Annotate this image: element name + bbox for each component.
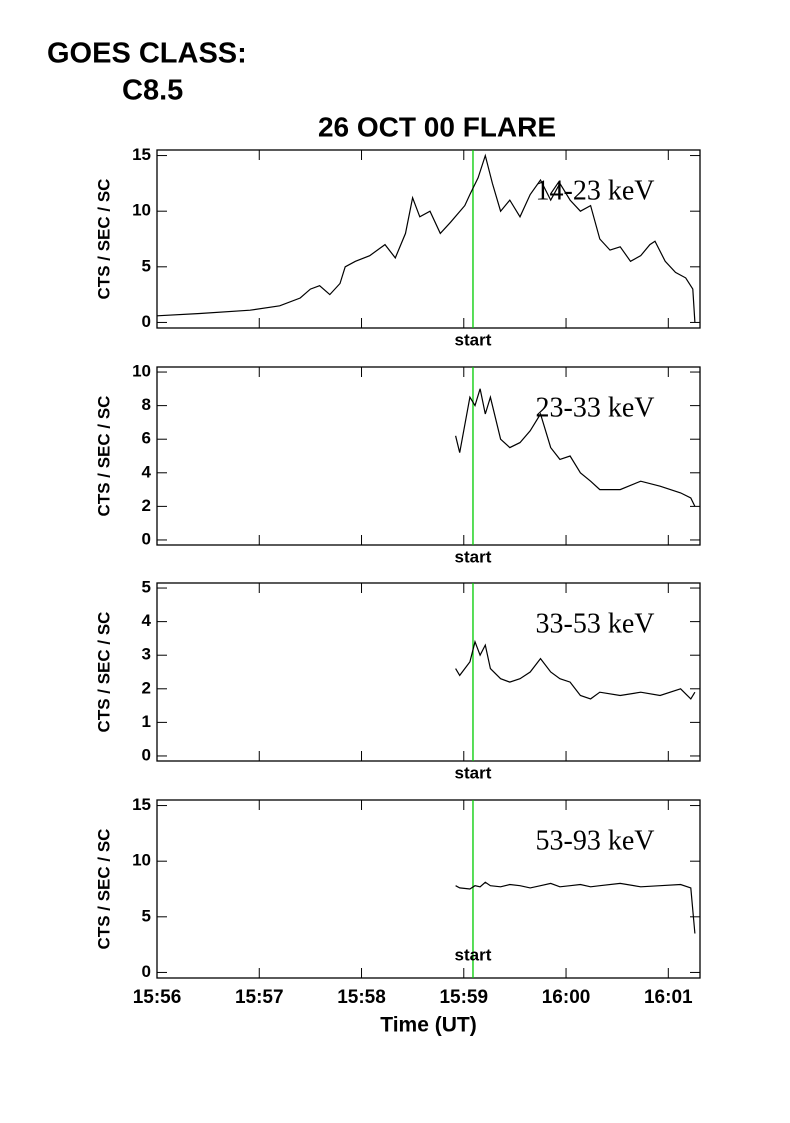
data-line	[455, 881, 696, 934]
y-tick-label: 3	[142, 645, 151, 664]
y-tick-label: 5	[142, 906, 151, 925]
y-tick-label: 0	[142, 745, 151, 764]
marker-label: start	[455, 547, 492, 566]
data-line	[455, 388, 696, 507]
x-tick-label: 15:59	[439, 987, 488, 1008]
x-tick-label: 16:01	[644, 987, 693, 1008]
y-tick-label: 2	[142, 678, 151, 697]
y-tick-label: 15	[132, 795, 151, 814]
y-tick-label: 10	[132, 201, 151, 220]
y-tick-label: 5	[142, 578, 151, 597]
marker-label: start	[455, 763, 492, 782]
plot-frame	[156, 366, 701, 546]
plot-frame	[156, 799, 701, 979]
y-tick-label: 10	[132, 851, 151, 870]
x-tick-label: 15:57	[235, 987, 284, 1008]
band-label: 23-33 keV	[536, 392, 655, 423]
y-tick-label: 1	[142, 712, 151, 731]
y-tick-label: 15	[132, 145, 151, 164]
x-axis-label: Time (UT)	[380, 1014, 476, 1037]
y-tick-label: 4	[142, 462, 152, 481]
y-axis-label: CTS / SEC / SC	[94, 396, 113, 517]
y-tick-label: 4	[142, 611, 152, 630]
x-tick-label: 16:00	[542, 987, 591, 1008]
x-tick-label: 15:56	[133, 987, 182, 1008]
band-label: 33-53 keV	[536, 608, 655, 639]
marker-label: start	[455, 945, 492, 964]
y-tick-label: 10	[132, 362, 151, 381]
y-tick-label: 6	[142, 429, 151, 448]
x-tick-label: 15:58	[337, 987, 386, 1008]
data-line	[455, 639, 696, 700]
y-axis-label: CTS / SEC / SC	[94, 612, 113, 733]
band-label: 14-23 keV	[536, 175, 655, 206]
band-label: 53-93 keV	[536, 825, 655, 856]
y-tick-label: 0	[142, 962, 151, 981]
chart-title: 26 OCT 00 FLARE	[318, 111, 556, 142]
goes-label: GOES CLASS:	[47, 38, 247, 70]
plot-frame	[156, 149, 701, 329]
y-axis-label: CTS / SEC / SC	[94, 829, 113, 950]
y-tick-label: 8	[142, 395, 151, 414]
y-tick-label: 0	[142, 529, 151, 548]
y-tick-label: 5	[142, 256, 151, 275]
plot-frame	[156, 582, 701, 762]
y-axis-label: CTS / SEC / SC	[94, 179, 113, 300]
y-tick-label: 0	[142, 312, 151, 331]
goes-class: C8.5	[122, 75, 183, 107]
y-tick-label: 2	[142, 496, 151, 515]
marker-label: start	[455, 330, 492, 349]
data-line	[156, 153, 696, 323]
